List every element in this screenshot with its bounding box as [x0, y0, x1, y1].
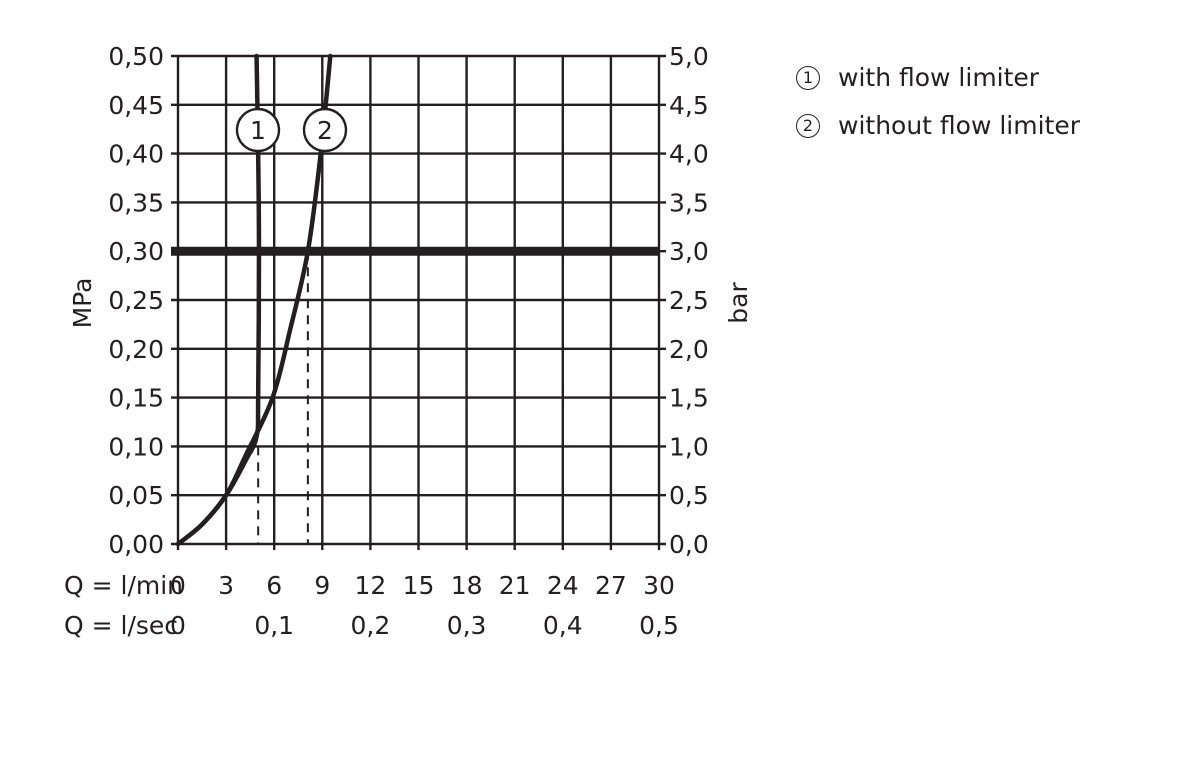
y-tick-right: 0,0: [669, 530, 709, 559]
x-tick-lsec: 0,1: [254, 611, 294, 640]
curve-marker-1: [235, 107, 281, 153]
y-tick-right: 1,5: [669, 384, 709, 413]
x-tick-lsec: 0: [170, 611, 186, 640]
legend-item-with-limiter: 1 with flow limiter: [796, 54, 1080, 102]
legend-label: without flow limiter: [838, 111, 1081, 140]
y-tick-left: 0,40: [108, 140, 164, 169]
y-tick-left: 0,50: [108, 42, 164, 71]
legend: 1 with flow limiter 2 without flow limit…: [796, 54, 1080, 150]
y-tick-right: 4,5: [669, 91, 709, 120]
legend-item-without-limiter: 2 without flow limiter: [796, 102, 1080, 150]
x-tick-lmin: 21: [499, 571, 531, 600]
y-tick-right: 3,0: [669, 237, 709, 266]
y-tick-right: 0,5: [669, 481, 709, 510]
x-tick-lmin: 12: [354, 571, 386, 600]
y-tick-left: 0,10: [108, 432, 164, 461]
x-tick-lmin: 9: [314, 571, 330, 600]
x-axis-label-lsec: Q = l/sec: [64, 611, 178, 640]
chart-grid: [171, 54, 666, 550]
x-tick-lmin: 0: [170, 571, 186, 600]
x-tick-lmin: 18: [451, 571, 483, 600]
legend-marker-2: 2: [796, 114, 820, 138]
curve-marker-label: 2: [317, 116, 333, 145]
y-tick-left: 0,25: [108, 286, 164, 315]
y-tick-left: 0,30: [108, 237, 164, 266]
x-tick-lmin: 6: [266, 571, 282, 600]
x-tick-lsec: 0,4: [543, 611, 583, 640]
y-tick-right: 5,0: [669, 42, 709, 71]
chart-axis-labels: 0 3 6 9 12 15 18 21 24 27 300,00 0,00,05 0,50,10 1,00…: [64, 42, 753, 640]
curve-2: [175, 53, 333, 547]
x-tick-lmin: 24: [547, 571, 579, 600]
y-tick-left: 0,00: [108, 530, 164, 559]
y-tick-left: 0,20: [108, 335, 164, 364]
x-tick-lsec: 0,2: [351, 611, 391, 640]
x-tick-lmin: 15: [403, 571, 435, 600]
x-tick-lmin: 30: [643, 571, 675, 600]
y-axis-label-mpa: MPa: [68, 278, 97, 329]
legend-label: with flow limiter: [838, 63, 1040, 92]
legend-marker-1: 1: [796, 66, 820, 90]
y-tick-left: 0,15: [108, 384, 164, 413]
y-tick-right: 3,5: [669, 188, 709, 217]
y-tick-left: 0,05: [108, 481, 164, 510]
x-tick-lsec: 0,3: [447, 611, 487, 640]
x-tick-lmin: 27: [595, 571, 627, 600]
x-axis-label-lmin: Q = l/min: [64, 571, 183, 600]
x-tick-lmin: 3: [218, 571, 234, 600]
y-axis-label-bar: bar: [724, 282, 753, 324]
y-tick-right: 1,0: [669, 432, 709, 461]
y-tick-right: 2,0: [669, 335, 709, 364]
x-tick-lsec: 0,5: [639, 611, 679, 640]
y-tick-right: 4,0: [669, 140, 709, 169]
y-tick-left: 0,45: [108, 91, 164, 120]
y-tick-left: 0,35: [108, 188, 164, 217]
y-tick-right: 2,5: [669, 286, 709, 315]
curve-marker-label: 1: [250, 116, 266, 145]
curve-marker-2: [302, 107, 348, 153]
